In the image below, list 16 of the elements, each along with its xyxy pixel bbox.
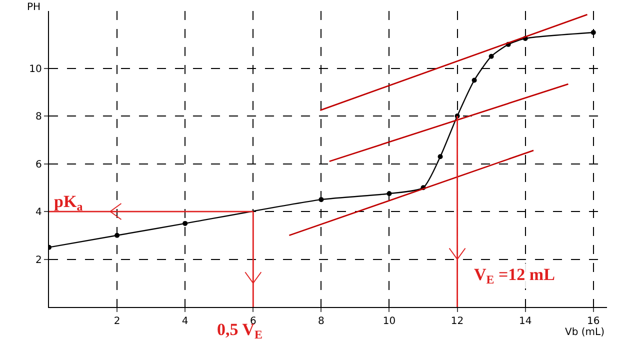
x-axis-title: Vb (mL) [565, 327, 605, 338]
y-tick-label: 10 [29, 64, 42, 75]
x-tick-label: 14 [518, 316, 532, 328]
y-axis-title: PH [27, 2, 41, 13]
y-tick-label: 2 [36, 254, 42, 266]
x-tick-label: 4 [182, 316, 188, 328]
annotation: V$_{E}$ =12 mL [474, 265, 555, 287]
y-tick-label: 6 [36, 159, 42, 170]
x-tick-label: 12 [450, 316, 464, 328]
x-tick-label: 10 [382, 316, 396, 328]
y-tick-label: 4 [36, 207, 42, 218]
y-tick-label: 8 [36, 112, 42, 123]
x-tick-label: 2 [114, 316, 120, 328]
annotation: pK$_{a}$ [54, 192, 83, 214]
x-tick-label: 16 [587, 316, 600, 328]
x-tick-label: 8 [318, 316, 324, 328]
